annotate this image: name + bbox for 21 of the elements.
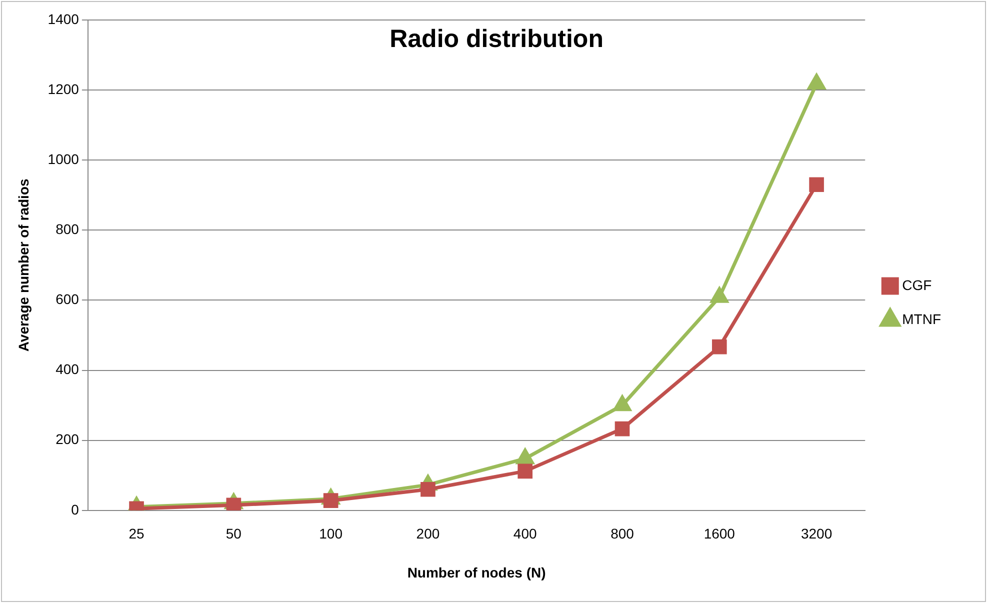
x-tick-label: 3200: [800, 526, 832, 542]
y-tick-label: 400: [56, 361, 80, 378]
x-tick-label: 100: [319, 526, 343, 542]
y-tick-label: 600: [56, 291, 80, 308]
x-tick-label: 50: [226, 526, 242, 542]
y-tick-label: 1400: [48, 10, 80, 27]
y-tick-label: 1200: [48, 80, 80, 97]
x-tick-label: 800: [610, 526, 634, 542]
x-tick-label: 1600: [704, 526, 736, 542]
chart-title: Radio distribution: [390, 24, 604, 53]
y-axis-title: Average number of radios: [15, 178, 32, 352]
x-tick-label: 400: [513, 526, 537, 542]
y-tick-label: 0: [71, 501, 80, 518]
x-axis-title: Number of nodes (N): [407, 564, 546, 580]
x-tick-label: 200: [416, 526, 440, 542]
y-tick-label: 800: [56, 221, 80, 238]
x-tick-label: 25: [128, 526, 145, 542]
y-tick-label: 200: [56, 431, 80, 448]
y-tick-label: 1000: [48, 150, 80, 167]
legend-label: MTNF: [902, 310, 942, 327]
legend-label: CGF: [902, 276, 932, 293]
